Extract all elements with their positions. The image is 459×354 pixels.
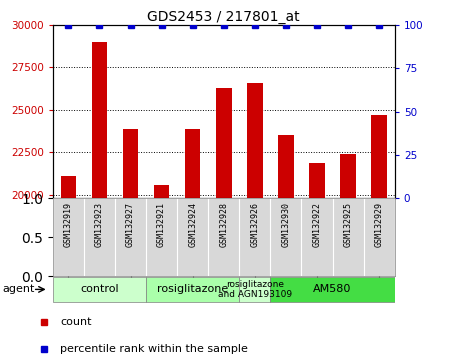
Bar (216, 88, 231, 198)
Text: rosiglitazone: rosiglitazone (157, 284, 228, 295)
Bar (146, 198, 177, 276)
Bar (92, 42, 107, 198)
Bar (239, 277, 270, 302)
Text: GSM132924: GSM132924 (188, 202, 197, 247)
Bar (177, 198, 208, 276)
Text: AM580: AM580 (313, 284, 352, 295)
Bar (53, 198, 84, 276)
Bar (278, 135, 294, 198)
Bar (146, 277, 239, 302)
Bar (53, 277, 146, 302)
Text: control: control (80, 284, 119, 295)
Bar (208, 198, 239, 276)
Bar (154, 185, 169, 198)
Text: GSM132922: GSM132922 (313, 202, 321, 247)
Bar (115, 198, 146, 276)
Text: GSM132925: GSM132925 (344, 202, 353, 247)
Text: count: count (60, 317, 92, 327)
Bar (84, 198, 115, 276)
Text: GSM132927: GSM132927 (126, 202, 135, 247)
Text: GSM132930: GSM132930 (281, 202, 291, 247)
Text: GSM132926: GSM132926 (250, 202, 259, 247)
Text: GSM132923: GSM132923 (95, 202, 104, 247)
Bar (239, 198, 270, 276)
Bar (61, 176, 76, 198)
Bar (270, 277, 395, 302)
Text: percentile rank within the sample: percentile rank within the sample (60, 344, 248, 354)
Text: GSM132928: GSM132928 (219, 202, 228, 247)
Text: GSM132929: GSM132929 (375, 202, 384, 247)
Text: GSM132919: GSM132919 (64, 202, 73, 247)
Bar (333, 198, 364, 276)
Bar (309, 162, 325, 198)
Bar (185, 129, 201, 198)
Bar (247, 82, 263, 198)
Text: GSM132921: GSM132921 (157, 202, 166, 247)
Text: agent: agent (3, 284, 35, 294)
Bar (364, 198, 395, 276)
Bar (371, 115, 387, 198)
Bar (302, 198, 333, 276)
Bar (340, 154, 356, 198)
Bar (270, 198, 302, 276)
Title: GDS2453 / 217801_at: GDS2453 / 217801_at (147, 10, 300, 24)
Text: rosiglitazone
and AGN193109: rosiglitazone and AGN193109 (218, 280, 292, 299)
Bar (123, 129, 138, 198)
